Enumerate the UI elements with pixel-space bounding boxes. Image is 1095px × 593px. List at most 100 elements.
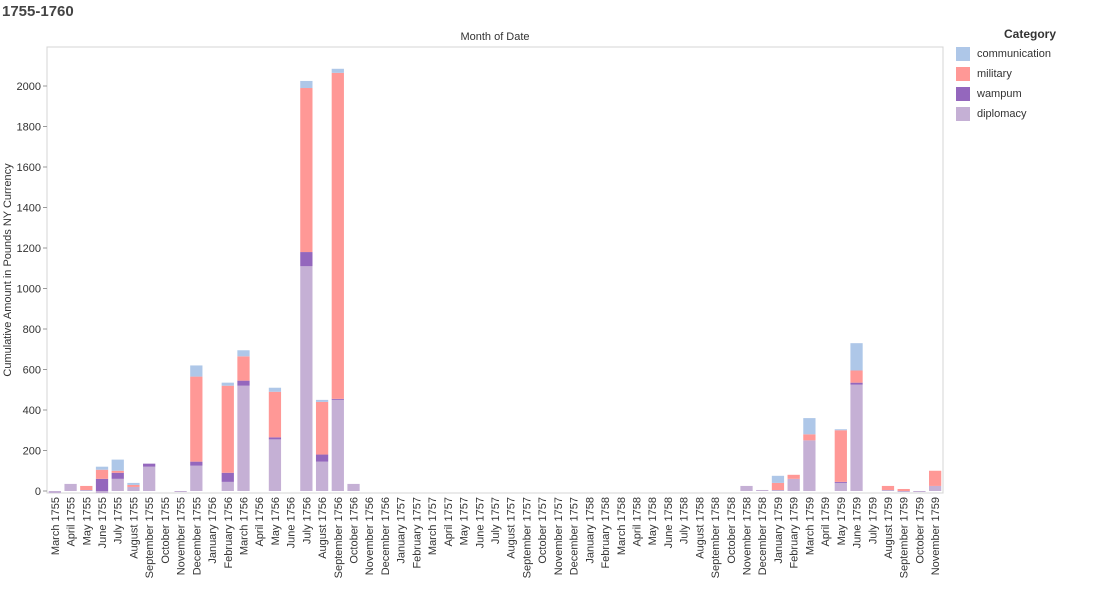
bar-segment-diplomacy[interactable]	[268, 439, 282, 491]
bar-segment-communication[interactable]	[190, 365, 203, 377]
bar-segment-diplomacy[interactable]	[221, 481, 234, 491]
bar-segment-diplomacy[interactable]	[143, 466, 156, 491]
bar-segment-communication[interactable]	[300, 80, 313, 89]
legend-item-communication[interactable]: communication	[956, 44, 1091, 64]
bar-segment-diplomacy[interactable]	[771, 489, 785, 491]
bar-segment-wampum[interactable]	[111, 472, 124, 479]
bar-segment-diplomacy[interactable]	[237, 385, 250, 491]
x-tick-label: February 1756	[223, 497, 235, 569]
bar-segment-communication[interactable]	[268, 387, 282, 392]
bar-segment-diplomacy[interactable]	[850, 384, 863, 491]
bar-segment-diplomacy[interactable]	[95, 491, 109, 494]
bar-segment-wampum[interactable]	[268, 437, 282, 440]
bar-segment-diplomacy[interactable]	[756, 489, 769, 491]
bar-segment-communication[interactable]	[834, 429, 847, 431]
legend-item-military[interactable]: military	[956, 64, 1091, 84]
bar-segment-wampum[interactable]	[221, 472, 234, 482]
legend-swatch	[956, 107, 970, 121]
bar-segment-diplomacy[interactable]	[834, 482, 847, 491]
bar-segment-military[interactable]	[95, 469, 109, 479]
bar-segment-communication[interactable]	[237, 350, 250, 357]
bar-segment-wampum[interactable]	[850, 382, 863, 385]
bar-segment-wampum[interactable]	[237, 380, 250, 386]
bar-segment-diplomacy[interactable]	[127, 486, 140, 491]
x-tick-label: September 1756	[333, 497, 345, 578]
bar-segment-diplomacy[interactable]	[913, 491, 926, 493]
y-tick-label: 200	[23, 446, 41, 458]
legend-label: wampum	[977, 88, 1022, 100]
bar-segment-diplomacy[interactable]	[48, 491, 61, 494]
bar-segment-diplomacy[interactable]	[80, 489, 93, 491]
bar-segment-military[interactable]	[834, 430, 847, 482]
x-tick-label: August 1756	[317, 497, 329, 559]
bar-segment-communication[interactable]	[771, 475, 785, 483]
bar-segment-diplomacy[interactable]	[64, 483, 77, 491]
bar-segment-diplomacy[interactable]	[881, 489, 895, 491]
x-tick-label: March 1759	[804, 497, 816, 555]
bar-segment-military[interactable]	[268, 391, 282, 438]
bar-segment-diplomacy[interactable]	[897, 491, 910, 493]
y-tick-label: 400	[23, 405, 41, 417]
x-tick-label: July 1758	[679, 497, 691, 544]
bar-segment-wampum[interactable]	[331, 398, 344, 400]
bar-segment-diplomacy[interactable]	[111, 478, 124, 491]
bar-segment-diplomacy[interactable]	[347, 483, 360, 491]
bar-segment-military[interactable]	[881, 485, 895, 490]
bar-segment-communication[interactable]	[315, 399, 329, 402]
bar-segment-diplomacy[interactable]	[315, 461, 329, 491]
bar-segment-wampum[interactable]	[143, 463, 156, 467]
y-tick-label: 1200	[17, 243, 41, 255]
bar-segment-communication[interactable]	[127, 482, 140, 485]
bar-segment-military[interactable]	[315, 401, 329, 455]
x-tick-label: November 1758	[742, 497, 754, 575]
bar-segment-wampum[interactable]	[315, 454, 329, 462]
x-tick-label: April 1759	[820, 497, 832, 547]
bar-segment-military[interactable]	[111, 470, 124, 473]
bar-segment-wampum[interactable]	[190, 461, 203, 466]
x-tick-label: December 1756	[380, 497, 392, 575]
bar-segment-communication[interactable]	[850, 343, 863, 371]
bar-segment-communication[interactable]	[331, 68, 344, 73]
bar-segment-diplomacy[interactable]	[331, 399, 344, 492]
bar-segment-military[interactable]	[221, 385, 234, 473]
bar-segment-diplomacy[interactable]	[740, 485, 753, 491]
page-title: 1755-1760	[2, 3, 74, 20]
x-tick-label: October 1758	[726, 497, 738, 564]
bar-segment-military[interactable]	[331, 72, 344, 399]
bar-segment-communication[interactable]	[111, 459, 124, 471]
bar-segment-diplomacy[interactable]	[929, 485, 942, 491]
x-tick-label: March 1756	[239, 497, 251, 555]
bar-segment-diplomacy[interactable]	[174, 491, 187, 493]
bar-segment-diplomacy[interactable]	[190, 465, 203, 491]
legend-item-wampum[interactable]: wampum	[956, 84, 1091, 104]
x-tick-label: May 1758	[647, 497, 659, 545]
bar-segment-military[interactable]	[771, 482, 785, 490]
bar-segment-military[interactable]	[850, 370, 863, 383]
bar-segment-military[interactable]	[300, 88, 313, 253]
bar-segment-military[interactable]	[190, 376, 203, 462]
x-tick-label: April 1755	[66, 497, 78, 547]
bar-segment-diplomacy[interactable]	[300, 266, 313, 491]
bar-segment-communication[interactable]	[803, 418, 816, 435]
bar-segment-diplomacy[interactable]	[803, 440, 816, 492]
bar-segment-communication[interactable]	[95, 466, 109, 470]
x-tick-label: August 1759	[883, 497, 895, 559]
legend-item-diplomacy[interactable]: diplomacy	[956, 104, 1091, 124]
x-tick-label: September 1758	[710, 497, 722, 578]
x-tick-label: June 1758	[663, 497, 675, 548]
x-tick-label: January 1757	[396, 497, 408, 564]
bar-segment-military[interactable]	[127, 484, 140, 487]
bar-segment-wampum[interactable]	[300, 252, 313, 267]
bar-segment-military[interactable]	[929, 470, 942, 486]
bar-segment-wampum[interactable]	[95, 478, 109, 491]
bar-segment-military[interactable]	[787, 474, 800, 479]
bar-segment-military[interactable]	[897, 488, 910, 491]
bar-segment-communication[interactable]	[221, 382, 234, 386]
bar-segment-wampum[interactable]	[834, 481, 847, 483]
bar-segment-military[interactable]	[803, 434, 816, 441]
bar-segment-military[interactable]	[80, 485, 93, 490]
bar-segment-diplomacy[interactable]	[787, 478, 800, 491]
y-tick-label: 0	[35, 486, 41, 498]
x-tick-label: October 1756	[349, 497, 361, 564]
bar-segment-military[interactable]	[237, 356, 250, 381]
